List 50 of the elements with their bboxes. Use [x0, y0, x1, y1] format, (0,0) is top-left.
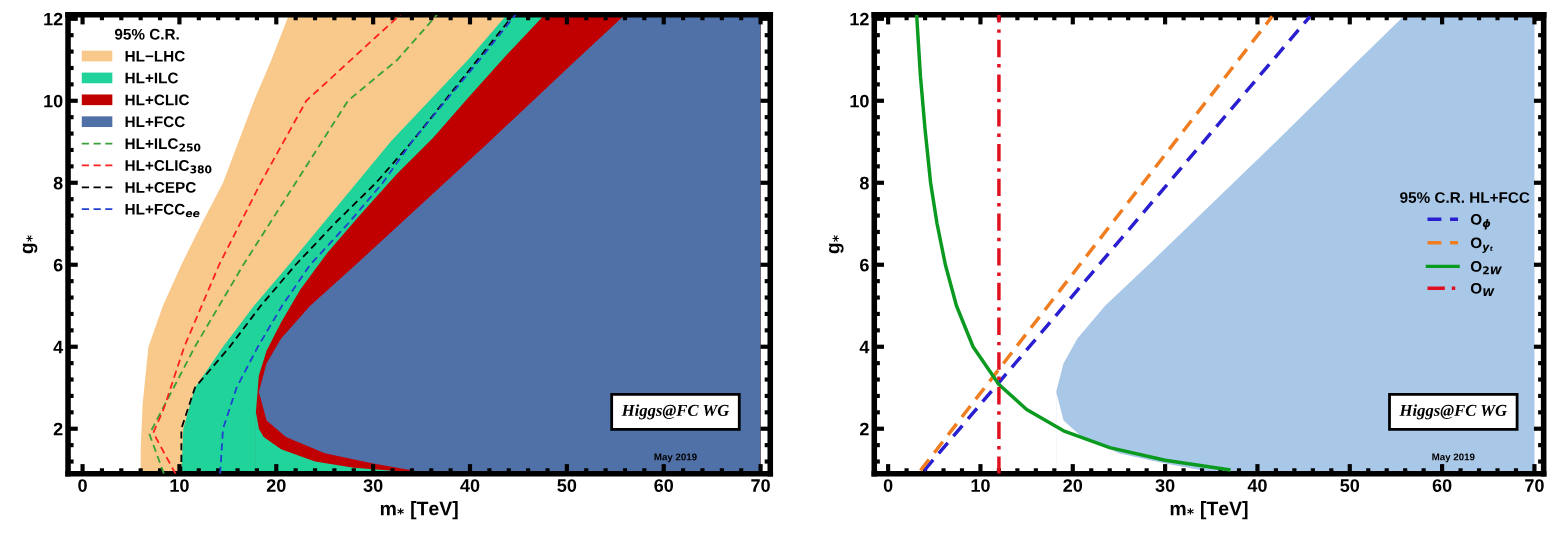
x-tick-label: 20 — [1063, 479, 1083, 492]
annotation: Higgs@FC WG — [621, 404, 730, 420]
x-tick-label: 70 — [751, 479, 770, 492]
y-tick-label: 12 — [850, 12, 869, 26]
legend-label: O$_{ϕ}$ — [1470, 213, 1491, 230]
x-tick-label: 40 — [460, 479, 480, 492]
y-tick-label: 8 — [859, 176, 869, 190]
x-axis-title: m$_{*}$ [TeV] — [380, 501, 458, 520]
x-tick-label: 20 — [266, 479, 286, 492]
x-axis-title: m$_{*}$ [TeV] — [1170, 501, 1248, 520]
y-tick-label: 12 — [44, 12, 63, 26]
annotation: Higgs@FC WG — [1399, 404, 1507, 420]
y-tick-label: 10 — [850, 94, 869, 108]
y-tick-label: 6 — [53, 258, 63, 272]
x-tick-label: 40 — [1247, 479, 1267, 492]
x-tick-label: 0 — [78, 479, 87, 492]
legend-title: 95% C.R. HL+FCC — [1400, 192, 1530, 203]
y-axis-title: g$_{*}$ — [829, 235, 844, 254]
legend-label: O$_{2W}$ — [1470, 261, 1502, 275]
legend-label: HL+ILC$_{250}$ — [125, 138, 201, 152]
y-tick-label: 2 — [860, 422, 869, 436]
y-tick-label: 2 — [53, 422, 63, 436]
y-tick-label: 6 — [860, 258, 869, 272]
legend-label: O$_{W}$ — [1470, 282, 1495, 297]
x-tick-label: 10 — [971, 479, 990, 492]
x-tick-label: 60 — [1432, 479, 1452, 492]
legend-label: O$_{yₜ}$ — [1470, 237, 1494, 253]
legend-label: HL−LHC — [125, 50, 185, 62]
y-axis-title: g$_{*}$ — [22, 235, 38, 254]
x-tick-label: 10 — [170, 479, 189, 492]
legend-label: HL+CEPC — [125, 182, 196, 193]
legend-label: HL+CLIC — [125, 94, 190, 106]
x-tick-label: 50 — [1340, 479, 1360, 492]
y-tick-label: 10 — [44, 94, 63, 108]
annotation: May 2019 — [654, 453, 697, 463]
x-tick-label: 60 — [654, 479, 674, 492]
annotation: May 2019 — [1432, 453, 1475, 463]
x-tick-label: 30 — [1155, 479, 1175, 492]
legend-label: HL+ILC — [125, 72, 179, 84]
x-tick-label: 70 — [1525, 479, 1544, 492]
x-tick-label: 0 — [883, 479, 893, 492]
legend-label: HL+FCC$_{ee}$ — [125, 203, 200, 218]
y-tick-label: 4 — [53, 340, 64, 354]
legend-label: HL+FCC — [125, 116, 185, 128]
y-tick-label: 8 — [53, 176, 63, 190]
x-tick-label: 50 — [557, 479, 577, 492]
y-tick-label: 4 — [859, 340, 870, 354]
x-tick-label: 30 — [363, 479, 383, 492]
legend-title: 95% C.R. — [114, 28, 179, 40]
legend-label: HL+CLIC$_{380}$ — [125, 160, 212, 174]
